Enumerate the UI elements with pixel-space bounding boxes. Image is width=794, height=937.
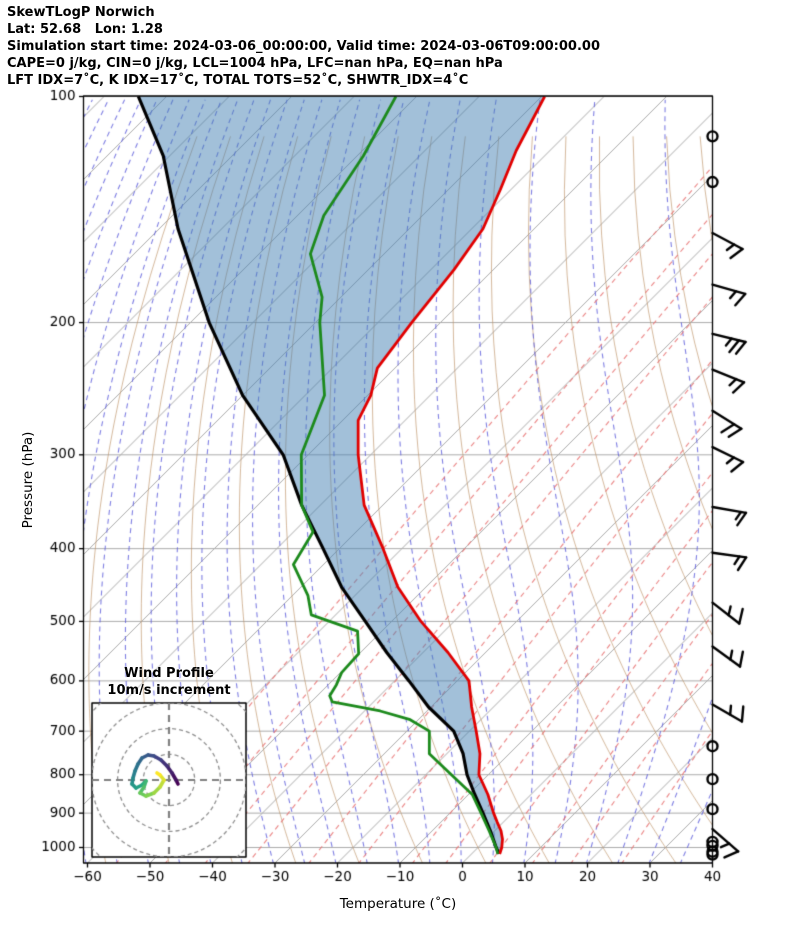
x-axis-label: Temperature (˚C) (339, 896, 457, 912)
y-axis-label: Pressure (hPa) (20, 431, 36, 529)
latlon-line: Lat: 52.68 Lon: 1.28 (7, 22, 163, 37)
plot-title: SkewTLogP Norwich (7, 5, 155, 20)
sim-time-line: Simulation start time: 2024-03-06_00:00:… (7, 39, 600, 54)
hodograph-subtitle: 10m/s increment (107, 683, 231, 698)
cape-line: CAPE=0 j/kg, CIN=0 j/kg, LCL=1004 hPa, L… (7, 56, 503, 71)
hodograph-title: Wind Profile (124, 666, 214, 681)
indices-line: LFT IDX=7˚C, K IDX=17˚C, TOTAL TOTS=52˚C… (7, 73, 469, 88)
